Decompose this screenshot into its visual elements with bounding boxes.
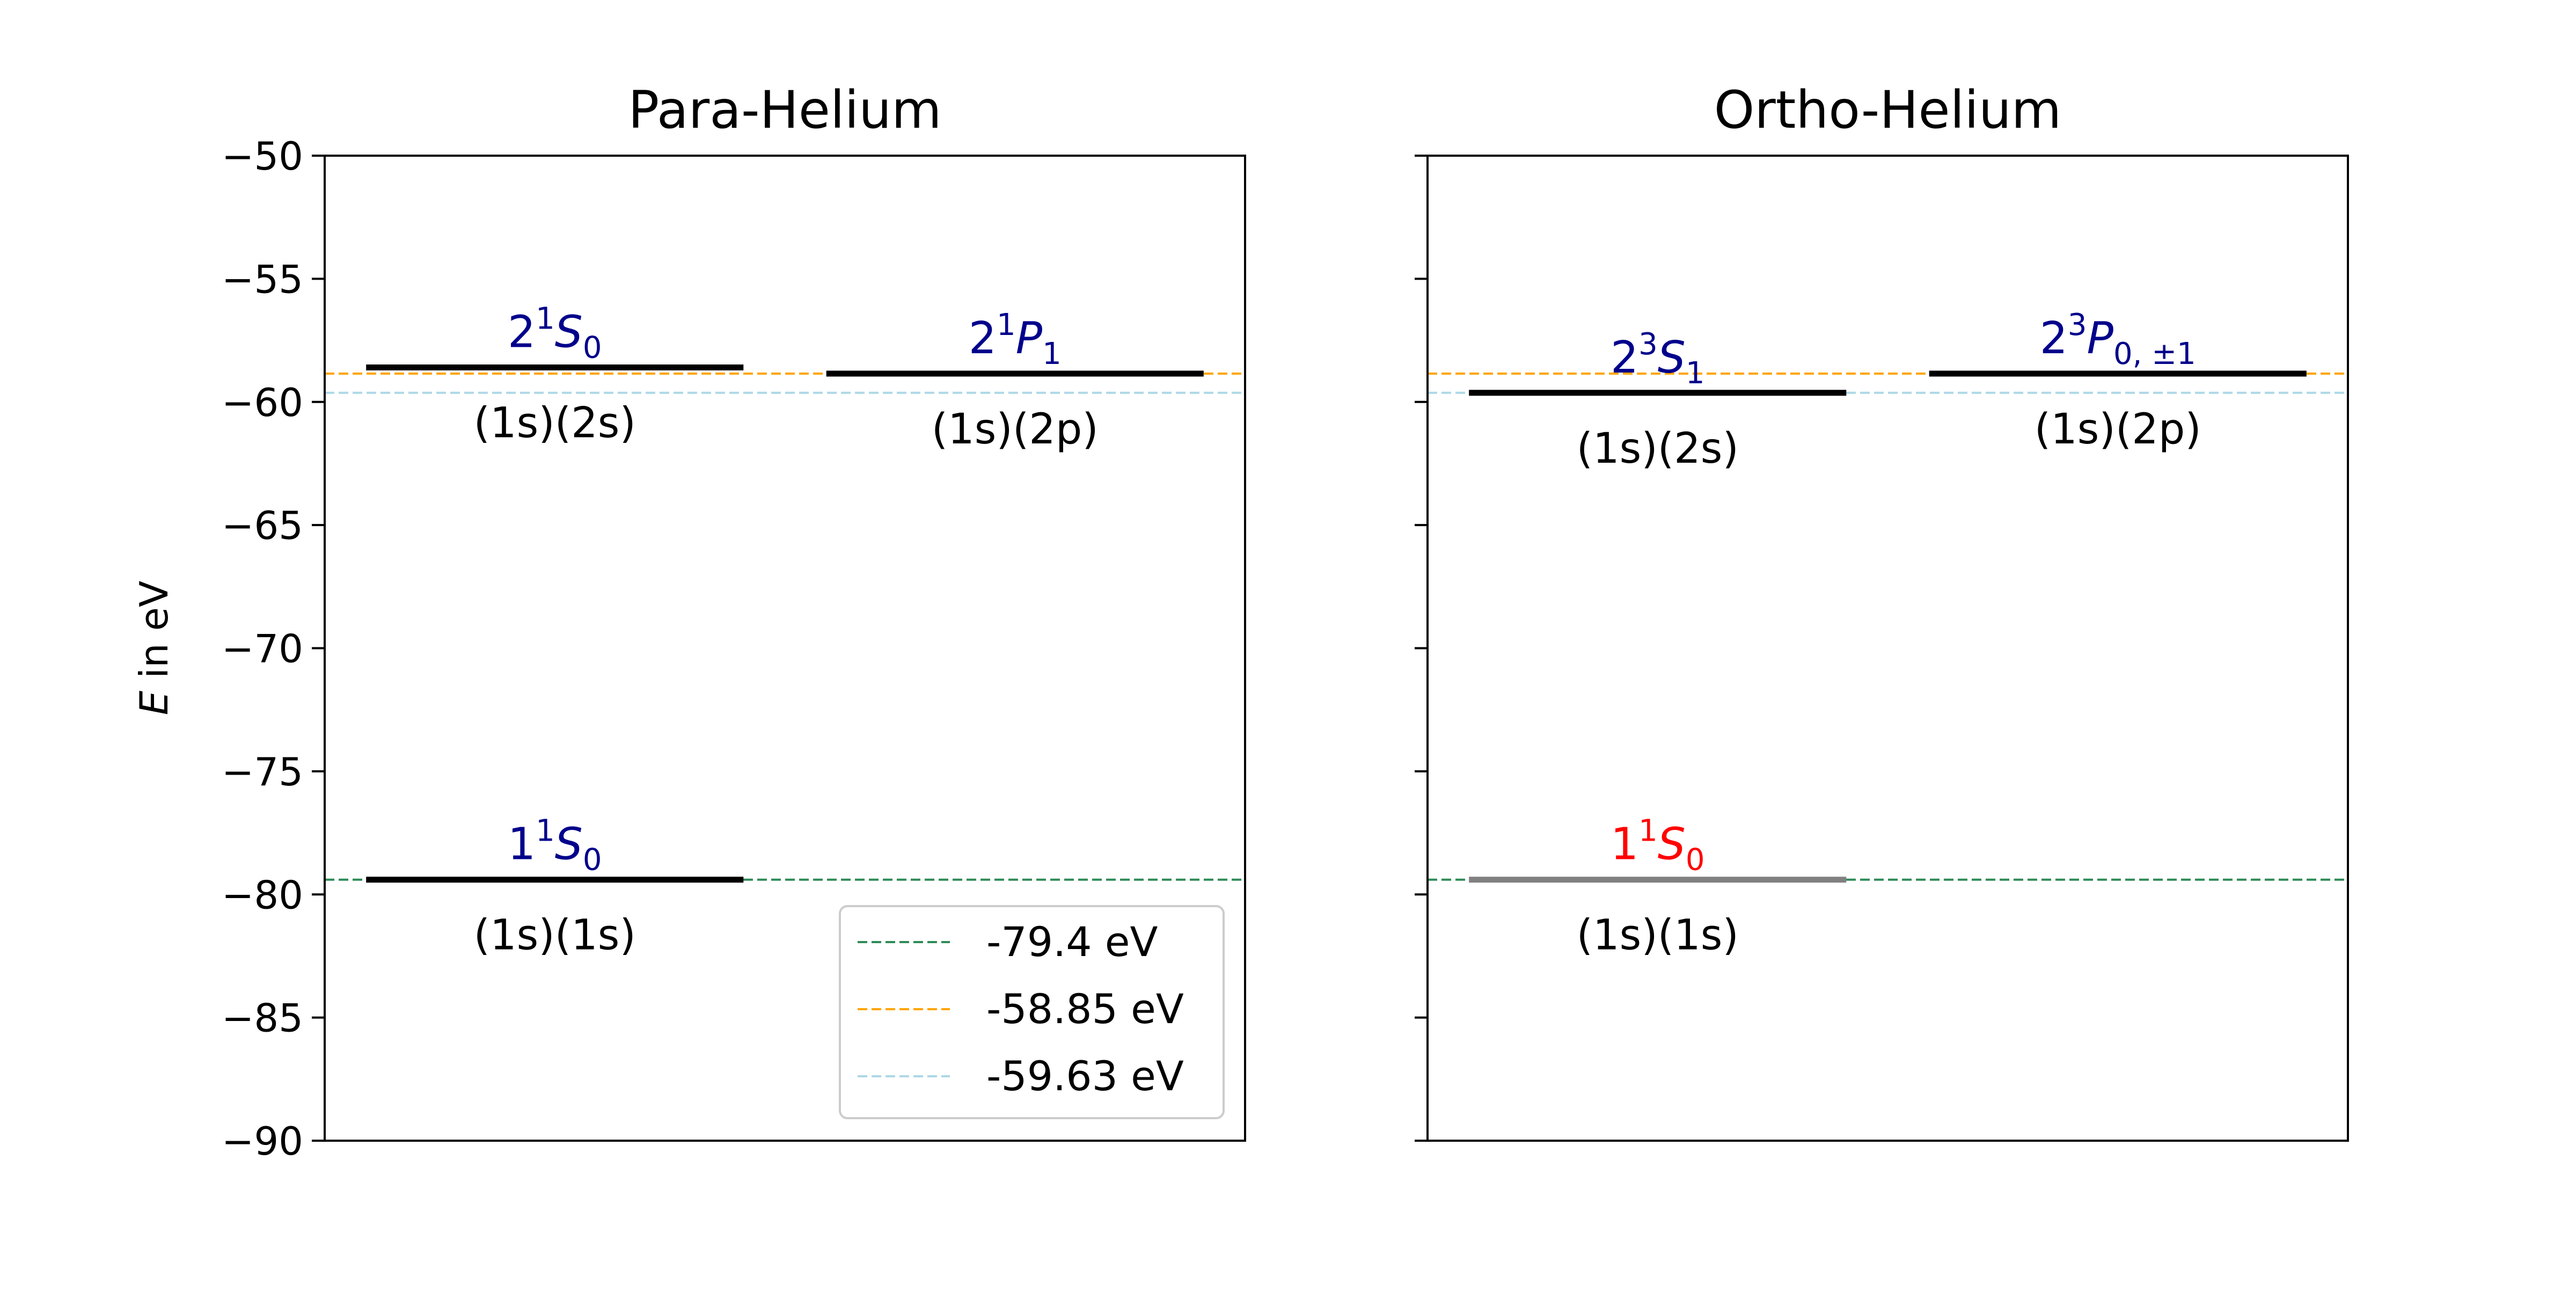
y-tick-label: −90 (222, 1119, 303, 1164)
term-multiplicity: 3 (2068, 308, 2087, 342)
y-tick-label: −50 (222, 134, 303, 179)
term-L: S (555, 819, 583, 870)
term-L: P (2087, 313, 2114, 364)
legend-entry-label: -79.4 eV (986, 918, 1158, 966)
y-tick-label: −70 (222, 626, 303, 672)
term-n: 2 (969, 313, 997, 364)
term-multiplicity: 1 (997, 308, 1016, 342)
term-multiplicity: 1 (536, 302, 555, 337)
panel-1: 21S0(1s)(2s)21P1(1s)(2p)11S0(1s)(1s)−50−… (222, 80, 1246, 1164)
term-symbol-label: 11S0 (1611, 814, 1705, 878)
term-symbol-label: 11S0 (508, 814, 602, 878)
configuration-label: (1s)(2p) (2035, 405, 2201, 454)
panel-title: Ortho-Helium (1714, 80, 2062, 140)
configuration-label: (1s)(1s) (1577, 911, 1739, 960)
y-tick-label: −80 (222, 872, 303, 917)
term-symbol-label: 23S1 (1611, 327, 1705, 391)
term-symbol-label: 21S0 (508, 302, 602, 366)
y-axis-symbol: E (131, 690, 177, 715)
term-L: S (1658, 819, 1686, 870)
legend: -79.4 eV -58.85 eV -59.63 eV (839, 905, 1225, 1119)
axes-frame (1426, 155, 2349, 1142)
term-L: P (1016, 313, 1043, 364)
term-n: 1 (508, 819, 536, 870)
configuration-label: (1s)(2s) (474, 399, 636, 448)
term-n: 2 (1611, 332, 1638, 383)
term-multiplicity: 1 (536, 814, 555, 849)
y-tick-label: −55 (222, 257, 303, 302)
term-L: S (1658, 332, 1686, 383)
y-axis-unit: in eV (131, 581, 177, 691)
term-J: 1 (1686, 356, 1705, 391)
panel-title: Para-Helium (628, 80, 941, 140)
term-multiplicity: 1 (1638, 814, 1658, 849)
term-J: 0, ±1 (2113, 337, 2196, 371)
configuration-label: (1s)(1s) (474, 911, 636, 960)
term-J: 0 (583, 331, 602, 366)
y-tick-label: −65 (222, 503, 303, 548)
configuration-label: (1s)(2s) (1577, 425, 1739, 473)
legend-entry-label: -59.63 eV (986, 1052, 1184, 1100)
term-multiplicity: 3 (1638, 327, 1658, 362)
y-axis-label: E in eV (131, 581, 177, 715)
configuration-label: (1s)(2p) (932, 405, 1099, 454)
term-symbol-label: 21P1 (969, 308, 1062, 371)
term-n: 2 (2040, 313, 2068, 364)
legend-box (839, 905, 1225, 1119)
panel-2: 23S1(1s)(2s)23P0, ±1(1s)(2p)11S0(1s)(1s)… (1415, 80, 2349, 1142)
term-L: S (555, 307, 583, 358)
y-tick-label: −60 (222, 380, 303, 425)
term-n: 2 (508, 307, 536, 358)
y-tick-label: −85 (222, 996, 303, 1041)
legend-entry-label: -58.85 eV (986, 985, 1184, 1033)
term-J: 1 (1042, 337, 1062, 371)
term-J: 0 (1686, 843, 1705, 878)
term-J: 0 (583, 843, 602, 878)
term-n: 1 (1611, 819, 1638, 870)
term-symbol-label: 23P0, ±1 (2040, 308, 2196, 371)
y-tick-label: −75 (222, 749, 303, 794)
